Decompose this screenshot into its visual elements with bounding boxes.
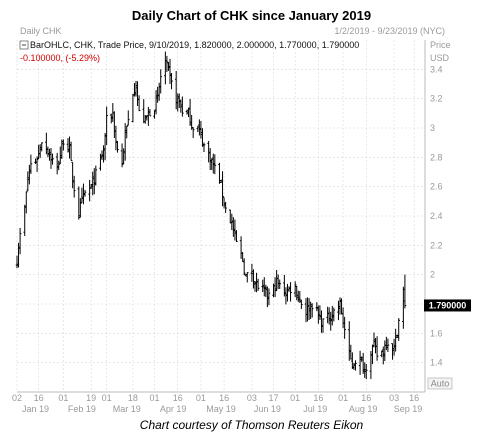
price-tick-label: 2.2 <box>430 240 443 250</box>
price-tick-label: 3.2 <box>430 94 443 104</box>
month-tick-label: Aug 19 <box>349 404 378 414</box>
price-tick-label: 3.4 <box>430 64 443 74</box>
price-bars <box>15 51 407 380</box>
day-tick-label: 16 <box>173 393 183 403</box>
day-tick-label: 01 <box>290 393 300 403</box>
day-tick-label: 16 <box>219 393 229 403</box>
month-tick-label: Jul 19 <box>303 404 327 414</box>
day-tick-label: 16 <box>34 393 44 403</box>
day-tick-label: 01 <box>58 393 68 403</box>
day-tick-label: 01 <box>102 393 112 403</box>
price-tick-label: 1.4 <box>430 358 443 368</box>
day-tick-label: 16 <box>313 393 323 403</box>
time-tick-labels: 02 16 01 19 01 18 01 16 01 16 03 17 01 16 01 16 03 16Jan … <box>12 393 422 414</box>
day-tick-label: 19 <box>86 393 96 403</box>
date-range-label: 1/2/2019 - 9/23/2019 (NYC) <box>334 26 445 36</box>
grid-lines <box>16 40 425 392</box>
chart-caption: Chart courtesy of Thomson Reuters Eikon <box>139 418 364 432</box>
price-tick-label: 2.6 <box>430 182 443 192</box>
month-tick-label: Feb 19 <box>68 404 96 414</box>
price-tick-label: 1.6 <box>430 328 443 338</box>
ohlc-legend-line: BarOHLC, CHK, Trade Price, 9/10/2019, 1.… <box>30 40 359 50</box>
chart-title: Daily Chart of CHK since January 2019 <box>131 8 372 23</box>
last-price-value: 1.790000 <box>429 300 467 310</box>
day-tick-label: 16 <box>409 393 419 403</box>
day-tick-label: 17 <box>269 393 279 403</box>
chart-name-label: Daily CHK <box>20 26 62 36</box>
day-tick-label: 01 <box>150 393 160 403</box>
price-tick-label: 2.8 <box>430 152 443 162</box>
month-tick-label: Jan 19 <box>22 404 49 414</box>
auto-scale-button[interactable]: Auto <box>427 377 453 390</box>
day-tick-label: 02 <box>12 393 22 403</box>
auto-button-frame[interactable] <box>427 377 453 390</box>
price-tick-label: 2.4 <box>430 211 443 221</box>
price-tick-label: 3 <box>430 123 435 133</box>
day-tick-label: 01 <box>338 393 348 403</box>
month-tick-label: Apr 19 <box>160 404 187 414</box>
price-axis-title: Price <box>430 40 451 50</box>
last-price-box <box>424 299 471 312</box>
month-tick-label: May 19 <box>206 404 236 414</box>
price-tick-labels: 1.41.61.822.22.42.62.833.23.4 <box>430 64 443 367</box>
day-tick-label: 01 <box>196 393 206 403</box>
month-tick-label: Sep 19 <box>394 404 423 414</box>
day-tick-label: 03 <box>389 393 399 403</box>
day-tick-label: 18 <box>128 393 138 403</box>
change-legend-line: -0.100000, (-5.29%) <box>20 53 100 63</box>
price-tick-label: 2 <box>430 270 435 280</box>
month-tick-label: Mar 19 <box>113 404 141 414</box>
legend-toggle[interactable] <box>19 40 29 50</box>
day-tick-label: 03 <box>247 393 257 403</box>
last-price-marker: 1.790000 <box>424 299 471 312</box>
day-tick-label: 16 <box>361 393 371 403</box>
auto-button-label: Auto <box>431 379 450 389</box>
month-tick-label: Jun 19 <box>254 404 281 414</box>
currency-label: USD <box>430 53 450 63</box>
